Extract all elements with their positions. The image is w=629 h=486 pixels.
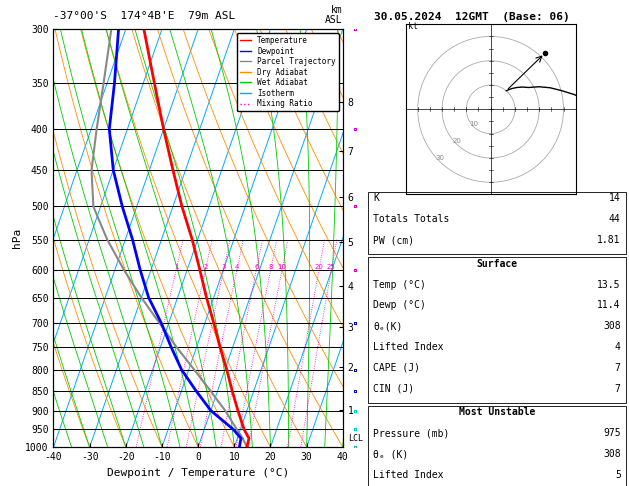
Text: kt: kt	[408, 22, 418, 31]
Bar	[368, 406, 626, 486]
Text: K: K	[373, 193, 379, 204]
Text: 2: 2	[203, 264, 208, 270]
Text: 308: 308	[603, 449, 621, 459]
Bar	[368, 257, 626, 403]
Text: 975: 975	[603, 428, 621, 438]
Text: 20: 20	[314, 264, 323, 270]
Text: 30: 30	[435, 156, 444, 161]
Text: 44: 44	[609, 214, 621, 224]
Text: 4: 4	[235, 264, 239, 270]
Legend: Temperature, Dewpoint, Parcel Trajectory, Dry Adiabat, Wet Adiabat, Isotherm, Mi: Temperature, Dewpoint, Parcel Trajectory…	[237, 33, 339, 111]
Text: LCL: LCL	[348, 434, 364, 443]
X-axis label: Dewpoint / Temperature (°C): Dewpoint / Temperature (°C)	[107, 468, 289, 478]
Text: 25: 25	[327, 264, 336, 270]
Text: 6: 6	[254, 264, 259, 270]
Text: 5: 5	[615, 470, 621, 480]
Text: 7: 7	[615, 383, 621, 394]
Text: Surface: Surface	[476, 259, 518, 269]
Text: 11.4: 11.4	[597, 300, 621, 311]
Y-axis label: hPa: hPa	[13, 228, 22, 248]
Text: Temp (°C): Temp (°C)	[373, 279, 426, 290]
Text: Totals Totals: Totals Totals	[373, 214, 450, 224]
Text: PW (cm): PW (cm)	[373, 235, 415, 245]
Text: 10: 10	[277, 264, 287, 270]
Text: Lifted Index: Lifted Index	[373, 342, 443, 352]
Text: θₑ(K): θₑ(K)	[373, 321, 403, 331]
Text: 4: 4	[615, 342, 621, 352]
Text: 10: 10	[469, 122, 478, 127]
Text: Pressure (mb): Pressure (mb)	[373, 428, 450, 438]
Text: Most Unstable: Most Unstable	[459, 407, 535, 417]
Text: 7: 7	[615, 363, 621, 373]
Text: 1.81: 1.81	[597, 235, 621, 245]
Text: θₑ (K): θₑ (K)	[373, 449, 408, 459]
Text: CAPE (J): CAPE (J)	[373, 363, 420, 373]
Text: 14: 14	[609, 193, 621, 204]
Text: 30.05.2024  12GMT  (Base: 06): 30.05.2024 12GMT (Base: 06)	[374, 12, 570, 22]
Text: 1: 1	[174, 264, 179, 270]
Text: 13.5: 13.5	[597, 279, 621, 290]
Text: Lifted Index: Lifted Index	[373, 470, 443, 480]
Text: 308: 308	[603, 321, 621, 331]
Text: Dewp (°C): Dewp (°C)	[373, 300, 426, 311]
Bar	[368, 192, 626, 255]
Text: 8: 8	[269, 264, 273, 270]
Text: km
ASL: km ASL	[325, 5, 343, 25]
Text: 20: 20	[452, 139, 461, 144]
Text: 3: 3	[221, 264, 226, 270]
Text: -37°00'S  174°4B'E  79m ASL: -37°00'S 174°4B'E 79m ASL	[53, 11, 236, 21]
Text: CIN (J): CIN (J)	[373, 383, 415, 394]
